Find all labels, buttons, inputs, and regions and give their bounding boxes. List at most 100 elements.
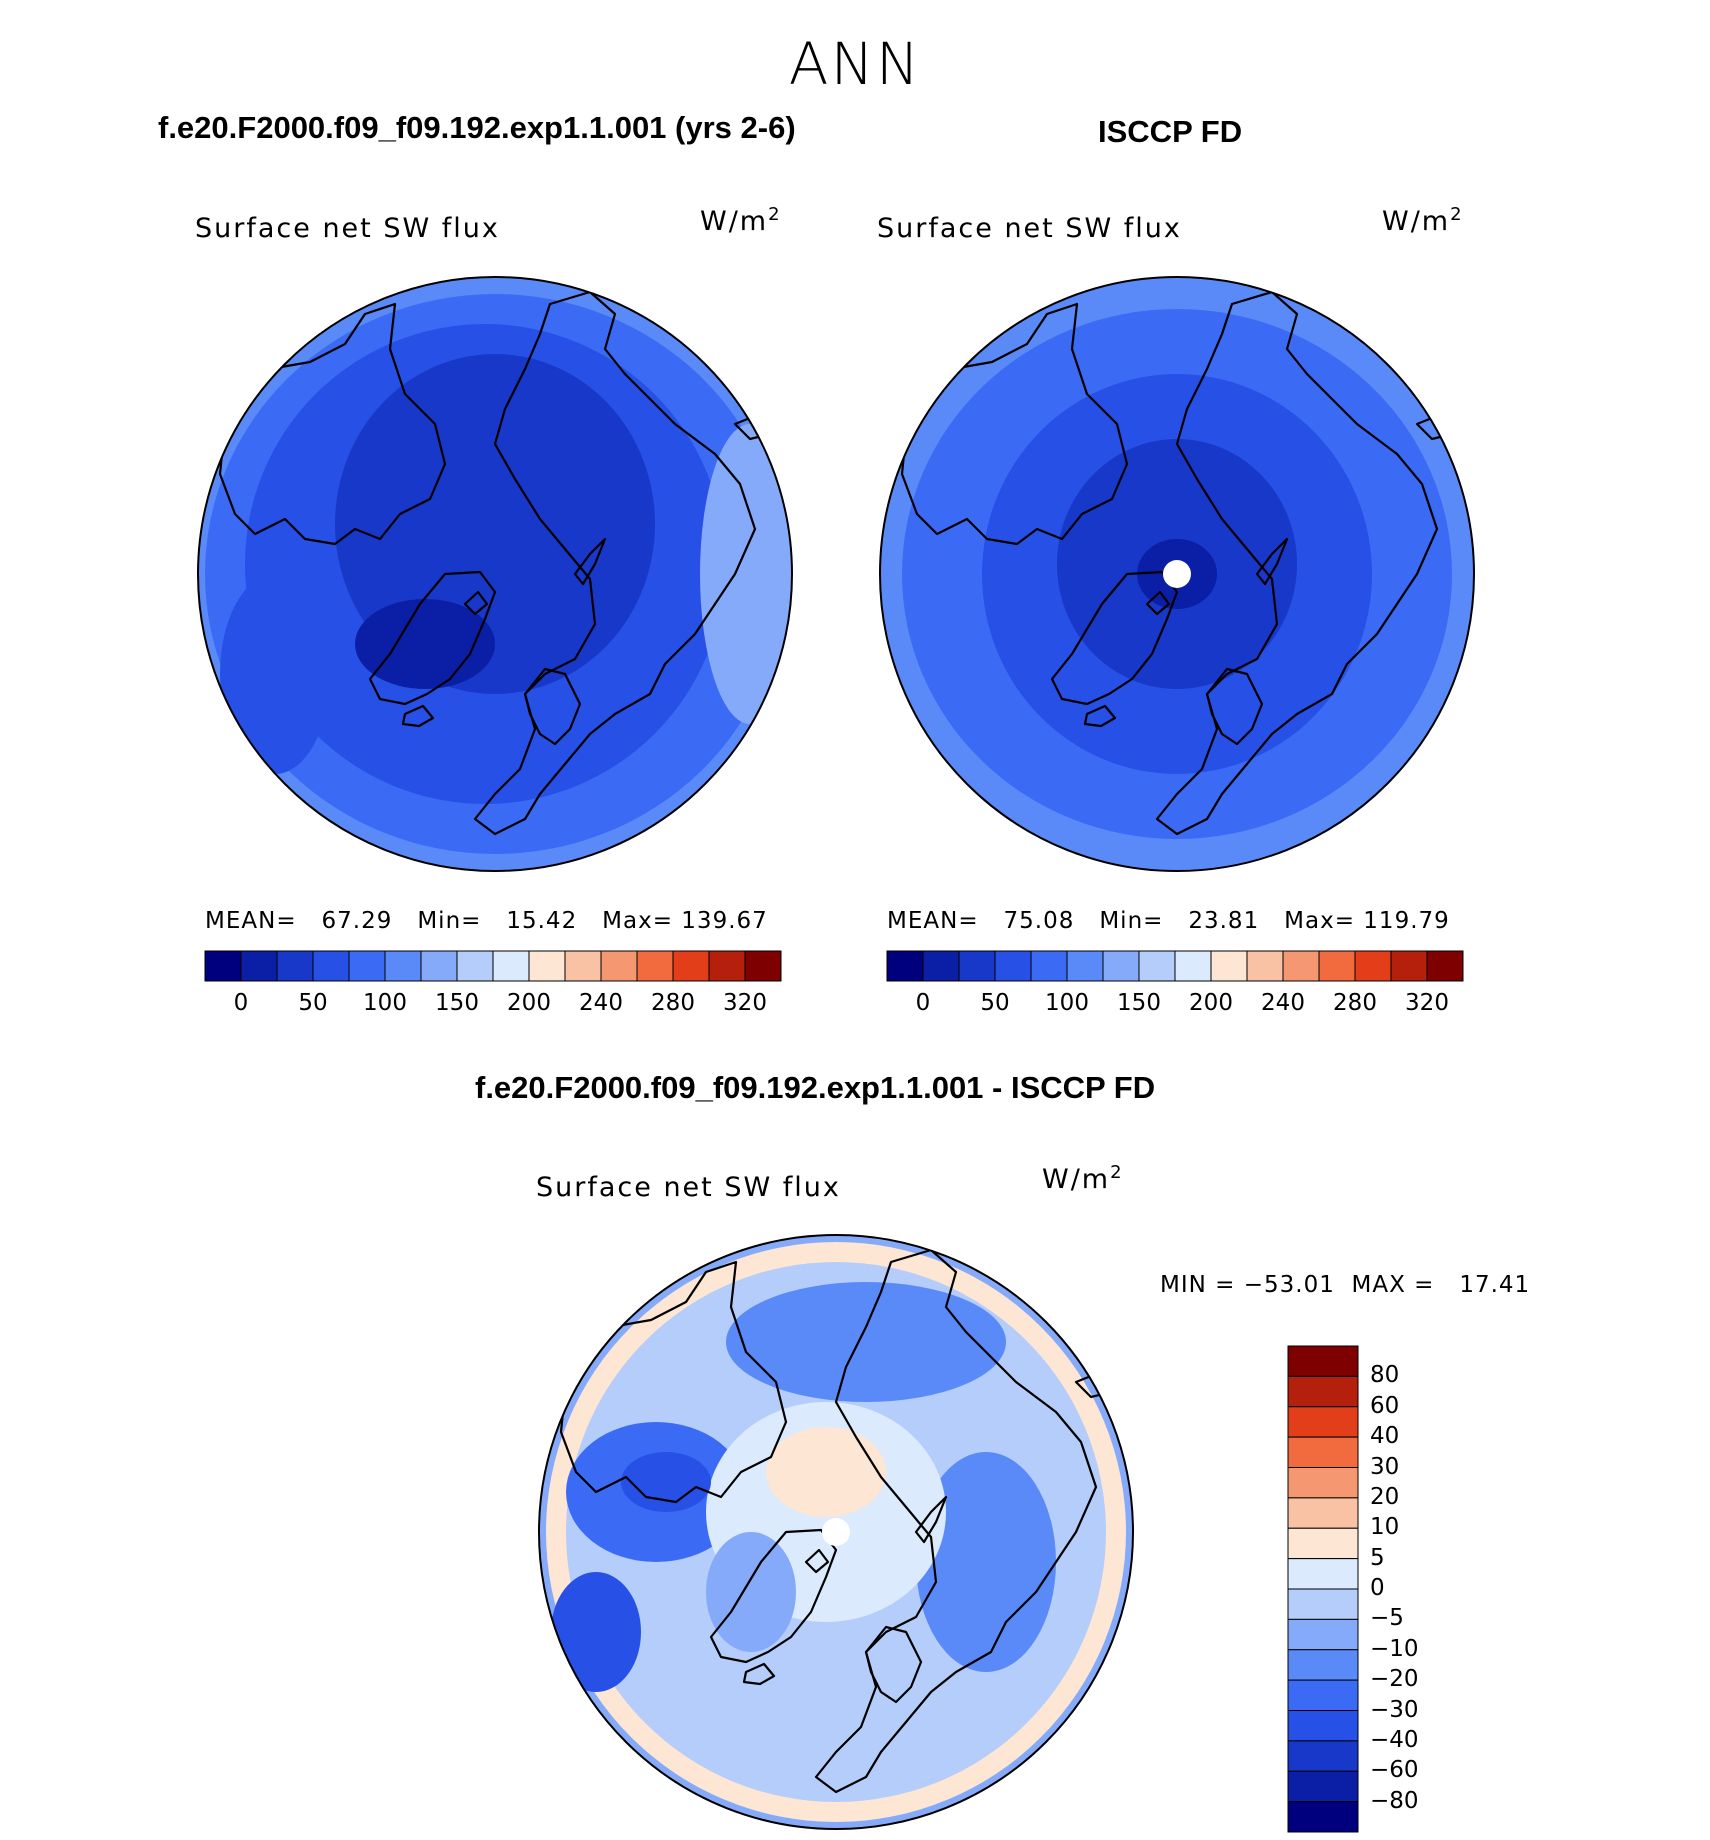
colorbar-tick-label: 100 — [363, 990, 407, 1016]
diff-colorbar — [1287, 1345, 1359, 1833]
coastline — [473, 290, 757, 836]
colorbar-swatch — [1318, 950, 1356, 982]
colorbar-swatch — [1287, 1770, 1359, 1803]
colorbar-swatch — [922, 950, 960, 982]
colorbar-tick-label: 5 — [1370, 1544, 1385, 1571]
colorbar-swatch — [1287, 1406, 1359, 1438]
coastline — [914, 1495, 948, 1544]
diff-variable-label: Surface net SW flux — [536, 1172, 841, 1203]
field-region — [706, 1532, 796, 1652]
colorbar-swatch — [312, 950, 350, 982]
model-mean-value: 67.29 — [321, 908, 393, 934]
coastline — [900, 302, 1129, 546]
coastline — [401, 704, 435, 728]
coastline — [1145, 590, 1171, 616]
map-boundary — [197, 276, 793, 872]
colorbar-tick-label: 10 — [1370, 1514, 1400, 1541]
colorbar-tick-label: −80 — [1370, 1787, 1419, 1814]
colorbar-tick-label: 0 — [1370, 1575, 1385, 1601]
obs-max-label: Max= — [1284, 908, 1355, 934]
diff-polar-map — [538, 1234, 1134, 1830]
field-region — [766, 1427, 886, 1517]
colorbar-tick-label: −30 — [1370, 1696, 1419, 1723]
colorbar-swatch — [1102, 950, 1140, 982]
colorbar-tick-label: 240 — [579, 990, 623, 1016]
field-region — [220, 574, 330, 774]
colorbar-tick-label: 320 — [1405, 990, 1449, 1016]
colorbar-tick-label: 150 — [435, 990, 479, 1016]
model-colorbar-ticks: 0 50 100 150 200 240 280 320 — [205, 990, 781, 1020]
model-max-label: Max= — [602, 908, 673, 934]
diff-colorbar-ticks: 80 60 40 30 20 10 5 0 −5 −10 −20 −30 −40 −60 −80 — [1370, 1346, 1450, 1832]
obs-min-label: Min= — [1099, 908, 1164, 934]
coastline — [1205, 667, 1264, 746]
map-boundary — [538, 1234, 1134, 1830]
colorbar-swatch — [1287, 1527, 1359, 1560]
coastline — [218, 302, 447, 546]
colorbar-tick-label: 80 — [1370, 1362, 1400, 1389]
colorbar-swatch — [636, 950, 674, 982]
diff-min-label: MIN = — [1160, 1272, 1236, 1298]
obs-mean-value: 75.08 — [1003, 908, 1075, 934]
obs-variable-label: Surface net SW flux — [877, 213, 1182, 244]
colorbar-tick-label: −5 — [1370, 1605, 1404, 1632]
model-polar-map — [197, 276, 793, 872]
coastline — [523, 667, 582, 746]
missing-data-pole — [822, 1518, 850, 1546]
colorbar-swatch — [528, 950, 566, 982]
map-boundary — [879, 276, 1475, 872]
obs-max-value: 119.79 — [1363, 908, 1450, 934]
colorbar-swatch — [1287, 1436, 1359, 1468]
field-region — [700, 424, 792, 724]
colorbar-swatch — [276, 950, 314, 982]
colorbar-swatch — [1354, 950, 1392, 982]
colorbar-swatch — [492, 950, 530, 982]
colorbar-swatch — [744, 950, 782, 982]
colorbar-tick-label: 30 — [1370, 1453, 1400, 1480]
colorbar-tick-label: −10 — [1370, 1635, 1419, 1662]
colorbar-tick-label: 0 — [233, 990, 249, 1016]
diff-min-value: −53.01 — [1243, 1272, 1335, 1298]
model-colorbar — [204, 950, 782, 982]
colorbar-tick-label: 50 — [298, 990, 328, 1016]
diff-stats: MIN = −53.01 MAX = 17.41 — [1160, 1272, 1530, 1298]
obs-colorbar-ticks: 0 50 100 150 200 240 280 320 — [887, 990, 1463, 1020]
colorbar-tick-label: 320 — [723, 990, 767, 1016]
colorbar-tick-label: 0 — [915, 990, 931, 1016]
colorbar-swatch — [958, 950, 996, 982]
obs-panel-title: ISCCP FD — [1098, 114, 1243, 149]
model-variable-label: Surface net SW flux — [195, 213, 500, 244]
colorbar-swatch — [384, 950, 422, 982]
colorbar-swatch — [1287, 1558, 1359, 1590]
model-units-label: W/m2 — [700, 204, 782, 237]
model-mean-label: MEAN= — [205, 908, 297, 934]
colorbar-tick-label: −20 — [1370, 1666, 1419, 1693]
model-min-value: 15.42 — [506, 908, 578, 934]
colorbar-tick-label: 150 — [1117, 990, 1161, 1016]
coastline — [804, 1548, 830, 1574]
colorbar-swatch — [1287, 1375, 1359, 1408]
colorbar-swatch — [708, 950, 746, 982]
colorbar-swatch — [1426, 950, 1464, 982]
colorbar-swatch — [994, 950, 1032, 982]
colorbar-tick-label: −40 — [1370, 1726, 1419, 1753]
colorbar-swatch — [1246, 950, 1284, 982]
colorbar-swatch — [240, 950, 278, 982]
model-stats: MEAN= 67.29 Min= 15.42 Max= 139.67 — [205, 908, 768, 934]
colorbar-swatch — [1030, 950, 1068, 982]
page-title: ANN — [788, 30, 922, 98]
colorbar-swatch — [204, 950, 242, 982]
field-region — [726, 1282, 1006, 1402]
colorbar-swatch — [600, 950, 638, 982]
missing-data-pole — [1163, 560, 1191, 588]
colorbar-swatch — [1390, 950, 1428, 982]
colorbar-swatch — [1287, 1710, 1359, 1742]
colorbar-tick-label: 240 — [1261, 990, 1305, 1016]
colorbar-swatch — [1138, 950, 1176, 982]
colorbar-tick-label: 100 — [1045, 990, 1089, 1016]
diff-panel-title: f.e20.F2000.f09_f09.192.exp1.1.001 - ISC… — [475, 1070, 1156, 1105]
colorbar-swatch — [348, 950, 386, 982]
field-region — [621, 1452, 711, 1512]
colorbar-swatch — [1287, 1679, 1359, 1711]
colorbar-swatch — [1174, 950, 1212, 982]
